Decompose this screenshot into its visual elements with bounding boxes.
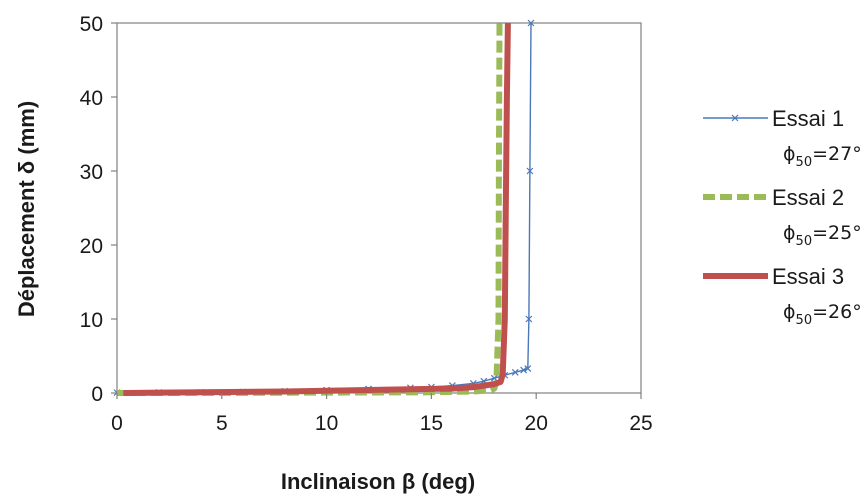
y-tick-label: 30: [80, 161, 103, 184]
series-3: [123, 22, 511, 396]
series-point-1: [511, 368, 519, 376]
y-tick-label: 20: [80, 235, 103, 258]
legend-marker-1: [731, 114, 739, 122]
x-tick-label: 5: [216, 412, 228, 435]
legend-note-1: ϕ50=27°: [783, 143, 862, 170]
x-axis-title: Inclinaison β (deg): [281, 469, 475, 494]
legend-note-2: ϕ50=25°: [783, 222, 862, 249]
series-layer: [113, 19, 535, 397]
series-point-1: [490, 374, 498, 382]
legend-item-3: Essai 3 ϕ50=26°: [703, 264, 862, 328]
y-axis-title: Déplacement δ (mm): [14, 101, 39, 317]
plot-area: [116, 22, 642, 394]
y-tick-label: 0: [91, 383, 103, 406]
legend-label-1: Essai 1: [772, 106, 844, 131]
legend-label-3: Essai 3: [772, 264, 844, 289]
plot-frame: [116, 22, 642, 394]
x-tick-label: 20: [525, 412, 548, 435]
x-tick-label: 15: [420, 412, 443, 435]
legend-item-2: Essai 2 ϕ50=25°: [703, 185, 862, 249]
axes-layer: 0 5 10 15 20 25 0 10 20 30 40 50: [80, 13, 653, 435]
x-tick-label: 25: [629, 412, 652, 435]
y-tick-label: 10: [80, 309, 103, 332]
legend: Essai 1 ϕ50=27° Essai 2 ϕ50=25° Essai 3 ϕ50=2…: [703, 106, 862, 328]
legend-item-1: Essai 1 ϕ50=27°: [703, 106, 862, 170]
series-point-1: [525, 315, 533, 323]
series-line-3: [123, 22, 511, 396]
x-tick-label: 10: [315, 412, 338, 435]
series-point-1: [526, 167, 534, 175]
y-tick-label: 50: [80, 13, 103, 36]
series-point-1: [524, 365, 532, 373]
x-tick-label: 0: [111, 412, 123, 435]
y-tick-label: 40: [80, 87, 103, 110]
legend-note-3: ϕ50=26°: [783, 301, 862, 328]
legend-label-2: Essai 2: [772, 185, 844, 210]
series-point-1: [527, 19, 535, 27]
series-point-1: [520, 366, 528, 374]
